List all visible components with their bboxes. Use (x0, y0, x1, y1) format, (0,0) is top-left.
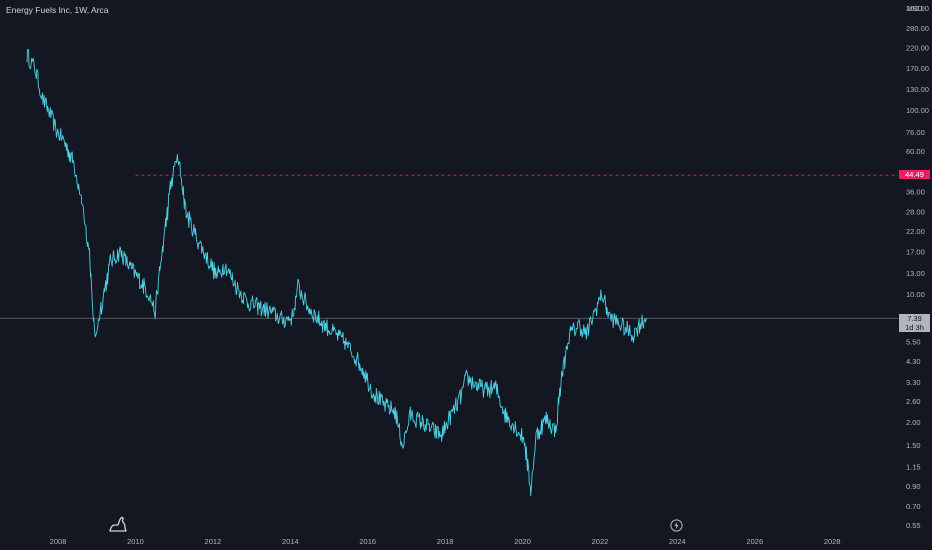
y-tick-label: 4.30 (906, 357, 921, 366)
y-tick-label: 36.00 (906, 188, 925, 197)
symbol-title[interactable]: Energy Fuels Inc, 1W, Arca (6, 5, 109, 15)
price-line (26, 48, 647, 497)
y-tick-label: 1.50 (906, 441, 921, 450)
tradingview-logo-icon[interactable] (108, 516, 130, 532)
alert-price-label: 44.49 (905, 170, 924, 180)
y-tick-label: 0.55 (906, 521, 921, 530)
x-tick-label: 2008 (50, 537, 67, 546)
alert-price-badge[interactable]: 44.49 (899, 170, 930, 180)
x-tick-label: 2028 (824, 537, 841, 546)
x-tick-label: 2016 (359, 537, 376, 546)
y-tick-label: 0.90 (906, 482, 921, 491)
x-tick-label: 2018 (437, 537, 454, 546)
x-tick-label: 2014 (282, 537, 299, 546)
y-tick-label: 100.00 (906, 106, 929, 115)
y-tick-label: 220.00 (906, 43, 929, 52)
y-tick-label: 0.70 (906, 502, 921, 511)
y-tick-label: 17.00 (906, 247, 925, 256)
lightning-icon[interactable] (670, 519, 683, 532)
x-tick-label: 2022 (592, 537, 609, 546)
y-tick-label: 130.00 (906, 85, 929, 94)
x-tick-label: 2024 (669, 537, 686, 546)
y-tick-label: 3.30 (906, 378, 921, 387)
y-tick-label: 60.00 (906, 147, 925, 156)
y-tick-label: 170.00 (906, 64, 929, 73)
y-tick-label: 5.50 (906, 337, 921, 346)
time-axis[interactable]: 2008 2010 2012 2014 2016 2018 2020 2022 2024 2026… (50, 537, 841, 546)
x-tick-label: 2012 (205, 537, 222, 546)
y-tick-label: 28.00 (906, 208, 925, 217)
x-tick-label: 2010 (127, 537, 144, 546)
y-tick-label: 10.00 (906, 290, 925, 299)
bar-countdown-label: 1d 3h (905, 323, 924, 333)
currency-label: USD (907, 4, 923, 13)
price-axis[interactable]: 360.00 280.00 220.00 170.00 130.00 100.00 76.0… (906, 4, 929, 530)
horizontal-lines (0, 174, 898, 319)
y-tick-label: 2.00 (906, 418, 921, 427)
y-tick-label: 22.00 (906, 227, 925, 236)
price-series (26, 48, 647, 497)
last-price-label: 7.39 (907, 314, 922, 324)
y-tick-label: 2.60 (906, 397, 921, 406)
y-tick-label: 280.00 (906, 24, 929, 33)
y-tick-label: 360.00 (906, 4, 929, 13)
x-tick-label: 2020 (514, 537, 531, 546)
y-tick-label: 76.00 (906, 128, 925, 137)
y-tick-label: 1.15 (906, 462, 921, 471)
last-price-badge[interactable]: 7.39 1d 3h (899, 314, 930, 333)
y-tick-label: 13.00 (906, 269, 925, 278)
x-tick-label: 2026 (746, 537, 763, 546)
